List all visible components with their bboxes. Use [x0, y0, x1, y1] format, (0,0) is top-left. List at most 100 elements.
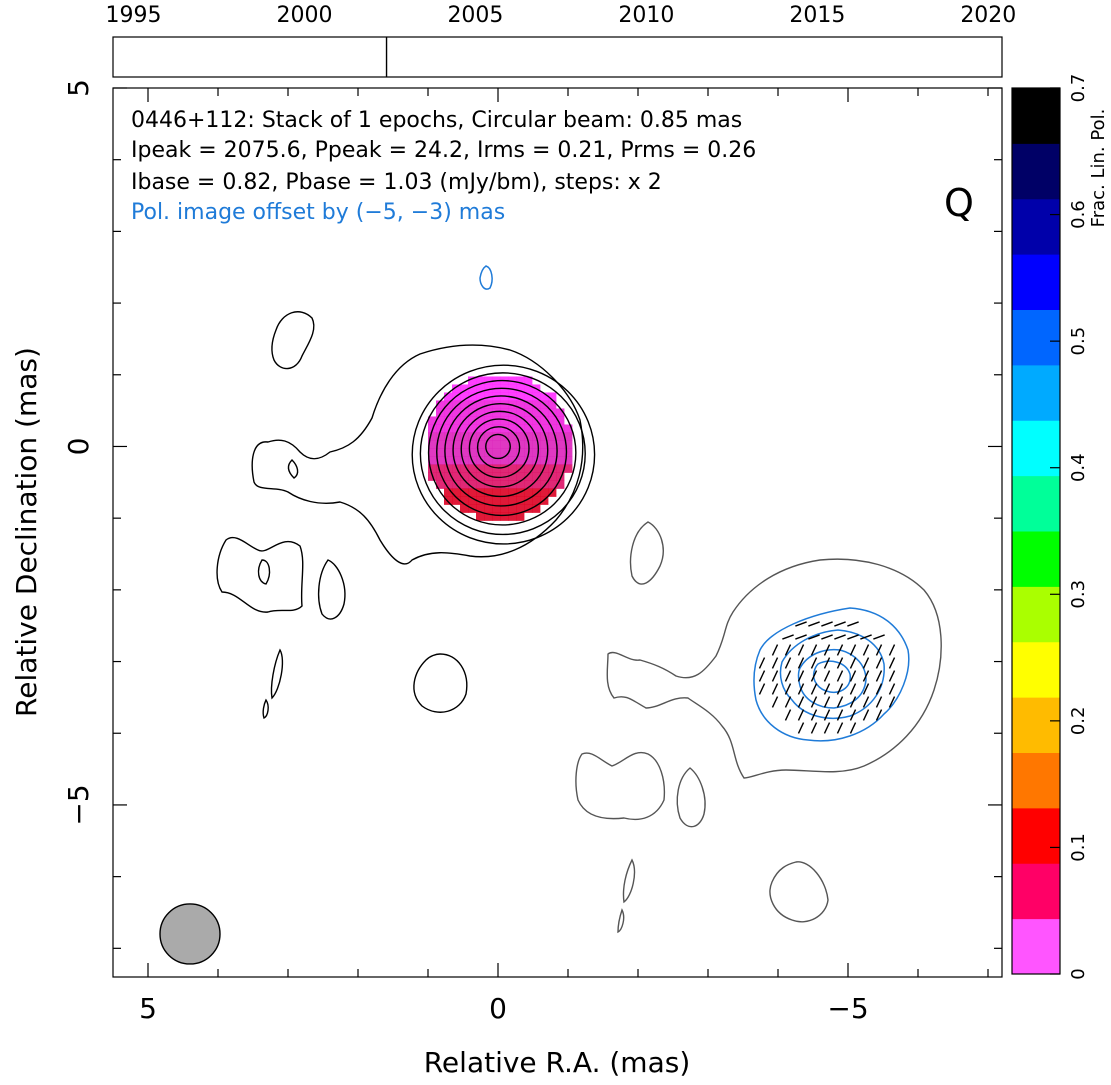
y-tick-label: 0 — [62, 438, 95, 456]
pol-pixel — [524, 392, 533, 401]
pol-pixel — [516, 416, 525, 425]
contour-island-west — [216, 536, 304, 613]
pol-pixel — [436, 472, 445, 481]
evpa-tick — [862, 657, 870, 669]
pol-pixel — [500, 408, 509, 417]
pol-pixel — [492, 464, 501, 473]
pol-pixel — [548, 400, 557, 409]
pol-pixel — [508, 456, 517, 465]
evpa-ticks — [758, 621, 896, 734]
pol-contour-3 — [797, 648, 867, 709]
pol-pixel — [548, 472, 557, 481]
pol-pixel — [524, 416, 533, 425]
pol-pixel — [484, 456, 493, 465]
evpa-tick — [797, 670, 805, 682]
pol-pixel — [548, 416, 557, 425]
pol-pixel — [500, 480, 509, 489]
pol-pixel — [524, 488, 533, 497]
colorbar-label: Frac. Lin. Pol. — [1088, 109, 1109, 228]
pol-pixel — [436, 480, 445, 489]
pol-pixel — [540, 488, 549, 497]
pol-pixel — [444, 392, 453, 401]
colorbar-tick-label: 0.7 — [1068, 74, 1089, 103]
pol-pixel — [500, 440, 509, 449]
pol-pixel — [444, 480, 453, 489]
pol-pixel — [548, 456, 557, 465]
pol-pixel — [524, 432, 533, 441]
pol-pixel — [516, 424, 525, 433]
pol-pixel — [484, 384, 493, 393]
pol-pixel — [476, 472, 485, 481]
pol-pixel — [492, 504, 501, 513]
offset-island-west — [575, 751, 666, 821]
pol-pixel — [460, 408, 469, 417]
pol-pixel — [524, 400, 533, 409]
evpa-tick — [821, 621, 833, 627]
core-contour-level — [460, 410, 540, 488]
pol-pixel — [444, 456, 453, 465]
pol-pixel — [508, 504, 517, 513]
core-contours — [411, 364, 596, 545]
pol-pixel — [476, 392, 485, 401]
offset-island-mid — [676, 767, 706, 828]
evpa-tick — [810, 709, 818, 721]
evpa-tick — [784, 696, 792, 708]
pol-pixel — [436, 424, 445, 433]
evpa-tick — [771, 644, 779, 656]
pol-pixel — [508, 424, 517, 433]
evpa-tick — [836, 683, 844, 695]
pol-pixel — [532, 496, 541, 505]
evpa-tick — [888, 696, 896, 708]
pol-pixel — [452, 456, 461, 465]
pol-pixel — [500, 424, 509, 433]
pol-pixel — [532, 472, 541, 481]
offset-island-sliver — [617, 858, 636, 934]
pol-pixel — [452, 488, 461, 497]
pol-contour-2 — [779, 629, 885, 719]
pol-pixel — [508, 432, 517, 441]
pol-pixel — [540, 448, 549, 457]
evpa-tick — [782, 634, 794, 640]
pol-pixel — [436, 448, 445, 457]
pol-pixel — [484, 464, 493, 473]
pol-pixel — [516, 504, 525, 513]
pol-pixel — [468, 496, 477, 505]
pol-pixel — [476, 480, 485, 489]
pol-pixel — [444, 448, 453, 457]
pol-pixel — [476, 456, 485, 465]
pol-pixel — [500, 448, 509, 457]
evpa-tick — [823, 722, 831, 734]
evpa-tick — [784, 644, 792, 656]
evpa-tick — [834, 634, 846, 640]
pol-pixel — [452, 424, 461, 433]
evpa-tick — [836, 644, 844, 656]
offset-extended-contour — [606, 558, 942, 779]
plot-frame — [112, 87, 1003, 978]
pol-pixel — [452, 416, 461, 425]
evpa-tick — [849, 709, 857, 721]
y-axis-label: Relative Declination (mas) — [10, 347, 43, 717]
pol-pixel — [460, 400, 469, 409]
colorbar-swatch — [1012, 364, 1060, 421]
pol-pixel — [452, 472, 461, 481]
evpa-tick — [771, 683, 779, 695]
pol-pixel — [436, 456, 445, 465]
evpa-tick — [836, 670, 844, 682]
pol-pixel — [524, 480, 533, 489]
evpa-tick — [847, 621, 859, 627]
pol-pixel — [508, 488, 517, 497]
evpa-tick — [784, 683, 792, 695]
pol-pixel — [540, 480, 549, 489]
pol-contour-4 — [812, 660, 851, 694]
colorbar-swatch — [1012, 807, 1060, 864]
core-contour-level — [436, 387, 568, 517]
pol-pixel — [436, 416, 445, 425]
evpa-tick — [784, 670, 792, 682]
evpa-tick — [808, 634, 820, 640]
pol-pixel — [492, 480, 501, 489]
colorbar-swatch — [1012, 309, 1060, 366]
contour-island-sliver — [262, 648, 284, 719]
colorbar-tick-label: 0.3 — [1068, 580, 1089, 609]
pol-pixel — [532, 448, 541, 457]
pol-pixel — [468, 472, 477, 481]
